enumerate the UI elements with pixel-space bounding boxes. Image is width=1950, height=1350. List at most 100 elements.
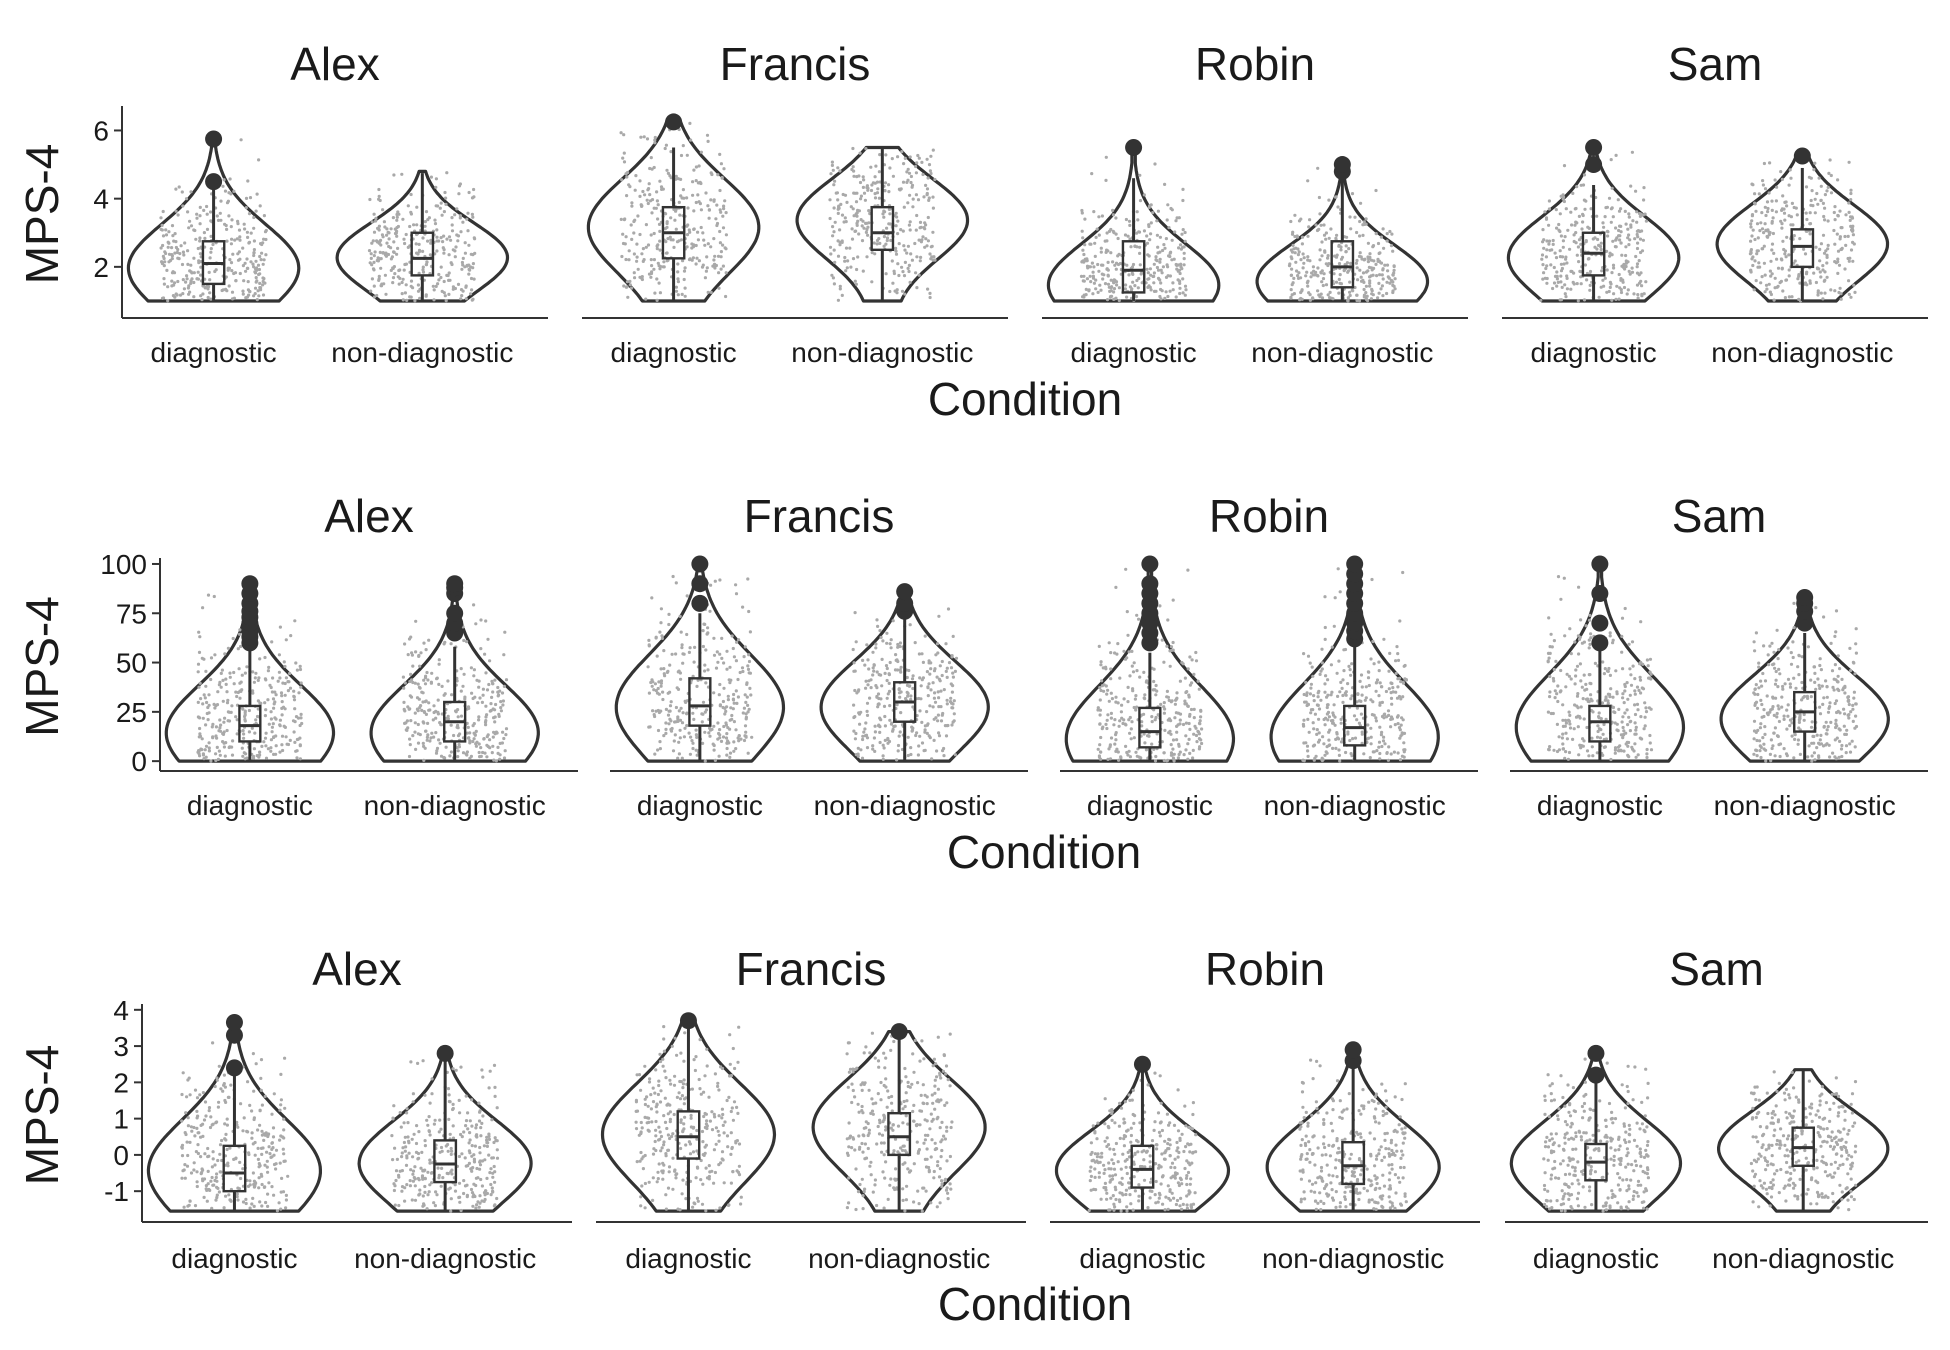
data-point (712, 653, 717, 657)
data-point (472, 731, 476, 735)
data-point (1767, 230, 1771, 234)
data-point (198, 732, 202, 736)
data-point (1619, 241, 1623, 245)
data-point (1635, 283, 1640, 287)
data-point (1615, 692, 1619, 696)
data-point (230, 745, 234, 749)
data-point (1138, 251, 1142, 255)
data-point (924, 183, 928, 187)
data-point (1325, 705, 1329, 710)
data-point (1100, 684, 1104, 688)
data-point (650, 211, 654, 215)
data-point (916, 753, 921, 757)
data-point (225, 201, 230, 205)
data-point (841, 192, 845, 197)
data-point (1195, 740, 1199, 744)
data-point (1120, 703, 1124, 707)
data-point (170, 279, 174, 283)
data-point (1772, 298, 1776, 302)
data-point (375, 293, 379, 298)
data-point (1346, 682, 1350, 686)
group-non-diagnostic (369, 575, 540, 763)
data-point (479, 754, 483, 759)
data-point (284, 735, 288, 739)
data-point (499, 709, 503, 713)
data-point (1818, 259, 1822, 263)
data-point (844, 246, 849, 250)
data-point (1836, 271, 1840, 275)
data-point (931, 705, 935, 709)
data-point (1556, 699, 1560, 704)
data-point (1322, 233, 1327, 237)
data-point (1392, 750, 1396, 754)
data-point (1623, 711, 1627, 715)
data-point (641, 247, 646, 251)
data-point (1378, 251, 1382, 255)
data-point (676, 293, 680, 297)
data-point (830, 273, 834, 277)
data-point (1579, 282, 1583, 286)
data-point (201, 702, 205, 706)
data-point (1558, 249, 1562, 253)
data-point (890, 259, 894, 263)
data-point (901, 229, 905, 233)
data-point (829, 252, 833, 256)
data-point (878, 740, 882, 745)
data-point (221, 699, 225, 703)
data-point (1176, 756, 1180, 760)
data-point (659, 621, 663, 625)
data-point (1624, 245, 1628, 249)
data-point (669, 216, 673, 220)
data-point (1649, 707, 1653, 711)
data-point (1554, 256, 1559, 260)
data-point (707, 208, 712, 212)
data-point (885, 696, 889, 700)
data-point (1639, 279, 1643, 283)
data-point (648, 193, 652, 197)
data-point (424, 674, 428, 678)
data-point (1559, 280, 1563, 284)
data-point (1604, 717, 1608, 721)
data-point (1108, 745, 1112, 749)
data-point (1148, 267, 1152, 271)
data-point (1094, 235, 1098, 239)
data-point (1136, 218, 1140, 222)
data-point (425, 260, 429, 264)
data-point (1104, 178, 1108, 182)
data-point (1321, 277, 1326, 281)
data-point (680, 756, 684, 760)
data-point (1096, 747, 1100, 751)
data-point (939, 689, 943, 693)
data-point (1613, 746, 1618, 750)
data-point (192, 280, 196, 285)
data-point (873, 724, 877, 728)
data-point (1823, 291, 1827, 295)
data-point (1304, 700, 1308, 704)
data-point (716, 660, 720, 664)
data-point (915, 255, 919, 259)
data-point (251, 262, 255, 266)
data-point (1197, 732, 1201, 736)
data-point (708, 734, 712, 738)
data-point (163, 260, 167, 264)
data-point (384, 251, 388, 255)
data-point (869, 686, 873, 690)
data-point (853, 611, 857, 615)
data-point (676, 270, 680, 274)
data-point (690, 242, 694, 246)
data-point (1371, 244, 1376, 248)
data-point (449, 238, 453, 242)
data-point (461, 684, 465, 688)
data-point (228, 177, 232, 181)
data-point (1317, 731, 1321, 735)
data-point (1572, 233, 1576, 237)
data-point (1130, 649, 1134, 654)
data-point (465, 721, 469, 726)
data-point (450, 223, 454, 227)
data-point (381, 251, 385, 255)
x-tick-label-diagnostic: diagnostic (611, 337, 737, 368)
data-point (726, 698, 731, 702)
data-point (1635, 702, 1640, 707)
data-point (1381, 277, 1385, 281)
data-point (1606, 669, 1610, 674)
